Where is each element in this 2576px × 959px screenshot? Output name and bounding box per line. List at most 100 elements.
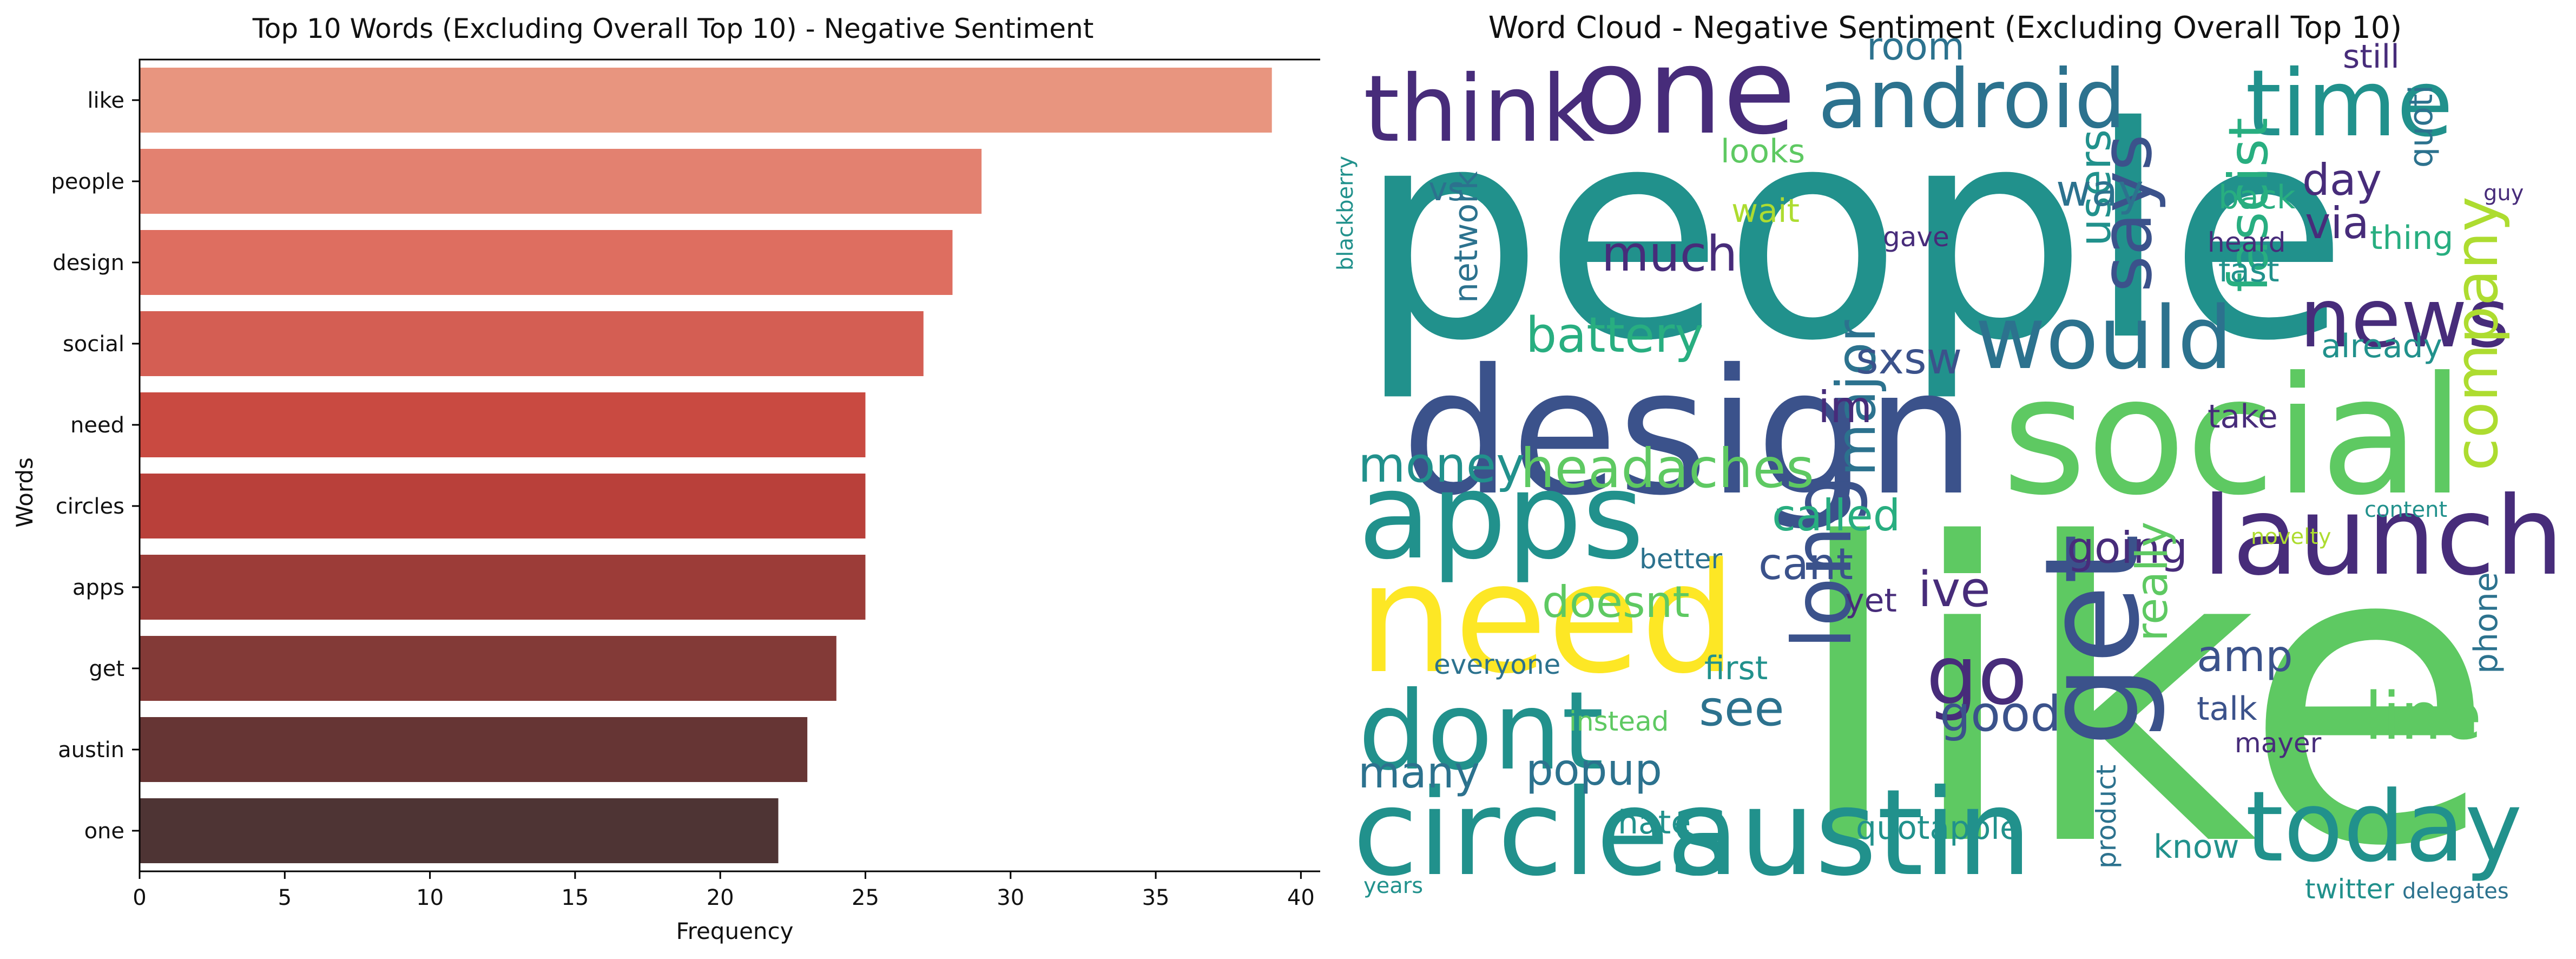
- word-looks: looks: [1721, 133, 1805, 170]
- word-company: company: [2442, 196, 2511, 471]
- y-tick-label: need: [70, 413, 124, 438]
- word-go: go: [1926, 629, 2027, 723]
- word-hate: hate: [1618, 804, 1691, 842]
- word-vs: vs: [1428, 170, 1465, 208]
- x-tick-label: 30: [997, 885, 1024, 910]
- word-wait: wait: [1731, 192, 1800, 230]
- x-axis-label: Frequency: [676, 918, 794, 944]
- word-im: im: [1818, 382, 1872, 432]
- word-quoti: quoti: [2402, 85, 2440, 168]
- word-know: know: [2153, 828, 2239, 866]
- y-axis-label: Words: [11, 457, 38, 528]
- x-tick-label: 25: [852, 885, 879, 910]
- word-think: think: [1363, 56, 1595, 163]
- word-thing: thing: [2370, 219, 2453, 257]
- word-today: today: [2245, 771, 2522, 884]
- word-delegates: delegates: [2402, 879, 2509, 904]
- word-day: day: [2302, 155, 2382, 205]
- word-guy: guy: [2483, 181, 2524, 206]
- x-tick-label: 40: [1287, 885, 1315, 910]
- word-yet: yet: [1845, 582, 1897, 620]
- word-room: room: [1867, 24, 1965, 69]
- word-mayer: mayer: [2235, 727, 2322, 759]
- word-news: news: [2300, 272, 2509, 366]
- word-back: back: [2218, 179, 2296, 216]
- word-years: years: [1363, 873, 1423, 898]
- y-tick-label: get: [89, 656, 124, 681]
- word-phone: phone: [2467, 572, 2505, 674]
- word-apps: apps: [1358, 447, 1644, 586]
- y-tick-label: circles: [56, 494, 124, 519]
- word-cant: cant: [1758, 539, 1853, 589]
- word-quotapple: quotapple: [1856, 809, 2020, 847]
- word-better: better: [1639, 543, 1722, 575]
- word-money: money: [1358, 437, 1525, 494]
- y-tick-label: austin: [58, 738, 124, 763]
- word-still: still: [2343, 38, 2400, 76]
- word-ive: ive: [1918, 561, 1991, 618]
- word-talk: talk: [2197, 690, 2257, 728]
- word-fascist: fascist: [2217, 117, 2280, 292]
- bar-design: [140, 230, 953, 295]
- bar-chart-title: Top 10 Words (Excluding Overall Top 10) …: [252, 13, 1094, 44]
- word-going: going: [2067, 523, 2188, 573]
- y-tick-label: people: [51, 169, 124, 194]
- y-tick-label: design: [52, 251, 124, 275]
- x-tick-label: 5: [278, 885, 292, 910]
- word-one: one: [1574, 22, 1796, 161]
- word-sxsw: sxsw: [1856, 333, 1962, 384]
- word-many: many: [1358, 747, 1480, 798]
- word-dont: dont: [1358, 668, 1604, 794]
- bar-one: [140, 798, 779, 863]
- word-everyone: everyone: [1434, 649, 1560, 680]
- word-popup: popup: [1526, 745, 1662, 795]
- word-headaches: headaches: [1520, 437, 1814, 500]
- y-tick-group: like people design social need circles apps get…: [51, 88, 140, 844]
- word-instead: instead: [1569, 706, 1669, 737]
- x-tick-label: 15: [561, 885, 589, 910]
- bar-people: [140, 149, 982, 214]
- word-line: line: [2364, 679, 2482, 754]
- word-social: social: [2002, 342, 2465, 531]
- word-like: like: [1791, 458, 2496, 936]
- word-major: major: [1824, 319, 1888, 476]
- word-launch: launch: [2202, 474, 2564, 600]
- y-tick-label: one: [84, 819, 124, 844]
- bar-circles: [140, 474, 866, 538]
- word-way: way: [2056, 166, 2144, 216]
- y-tick-label: like: [87, 88, 124, 113]
- x-tick-label: 0: [133, 885, 146, 910]
- word-gave: gave: [1883, 221, 1949, 253]
- word-really: really: [2127, 522, 2177, 641]
- word-see: see: [1699, 680, 1784, 737]
- word-heard: heard: [2208, 227, 2286, 258]
- bar-chart: Top 10 Words (Excluding Overall Top 10) …: [11, 13, 1320, 944]
- word-good: good: [1940, 686, 2061, 743]
- word-novelty: novelty: [2251, 524, 2331, 549]
- bar-apps: [140, 555, 866, 620]
- bar-austin: [140, 717, 808, 782]
- word-circles: circles: [1353, 764, 1731, 902]
- word-via: via: [2305, 198, 2369, 248]
- word-network: network: [1447, 171, 1485, 303]
- bar-social: [140, 311, 924, 376]
- word-blackberry: blackberry: [1333, 156, 1358, 271]
- bar-need: [140, 392, 866, 457]
- word-austin: austin: [1666, 764, 2032, 902]
- word-take: take: [2208, 398, 2278, 436]
- word-need: need: [1358, 531, 1737, 707]
- word-amp: amp: [2197, 631, 2293, 681]
- word-fast: fast: [2218, 252, 2279, 290]
- word-users: users: [2070, 129, 2120, 246]
- word-long: long: [1776, 474, 1870, 649]
- x-tick-label: 35: [1142, 885, 1170, 910]
- word-cloud: Word Cloud - Negative Sentiment (Excludi…: [1333, 10, 2564, 936]
- word-content: content: [2364, 497, 2447, 522]
- y-tick-label: apps: [73, 575, 124, 600]
- word-get: get: [2017, 534, 2168, 747]
- word-twitter: twitter: [2305, 873, 2394, 905]
- word-called: called: [1772, 490, 1900, 541]
- word-product: product: [2091, 765, 2122, 869]
- word-android: android: [1818, 52, 2126, 147]
